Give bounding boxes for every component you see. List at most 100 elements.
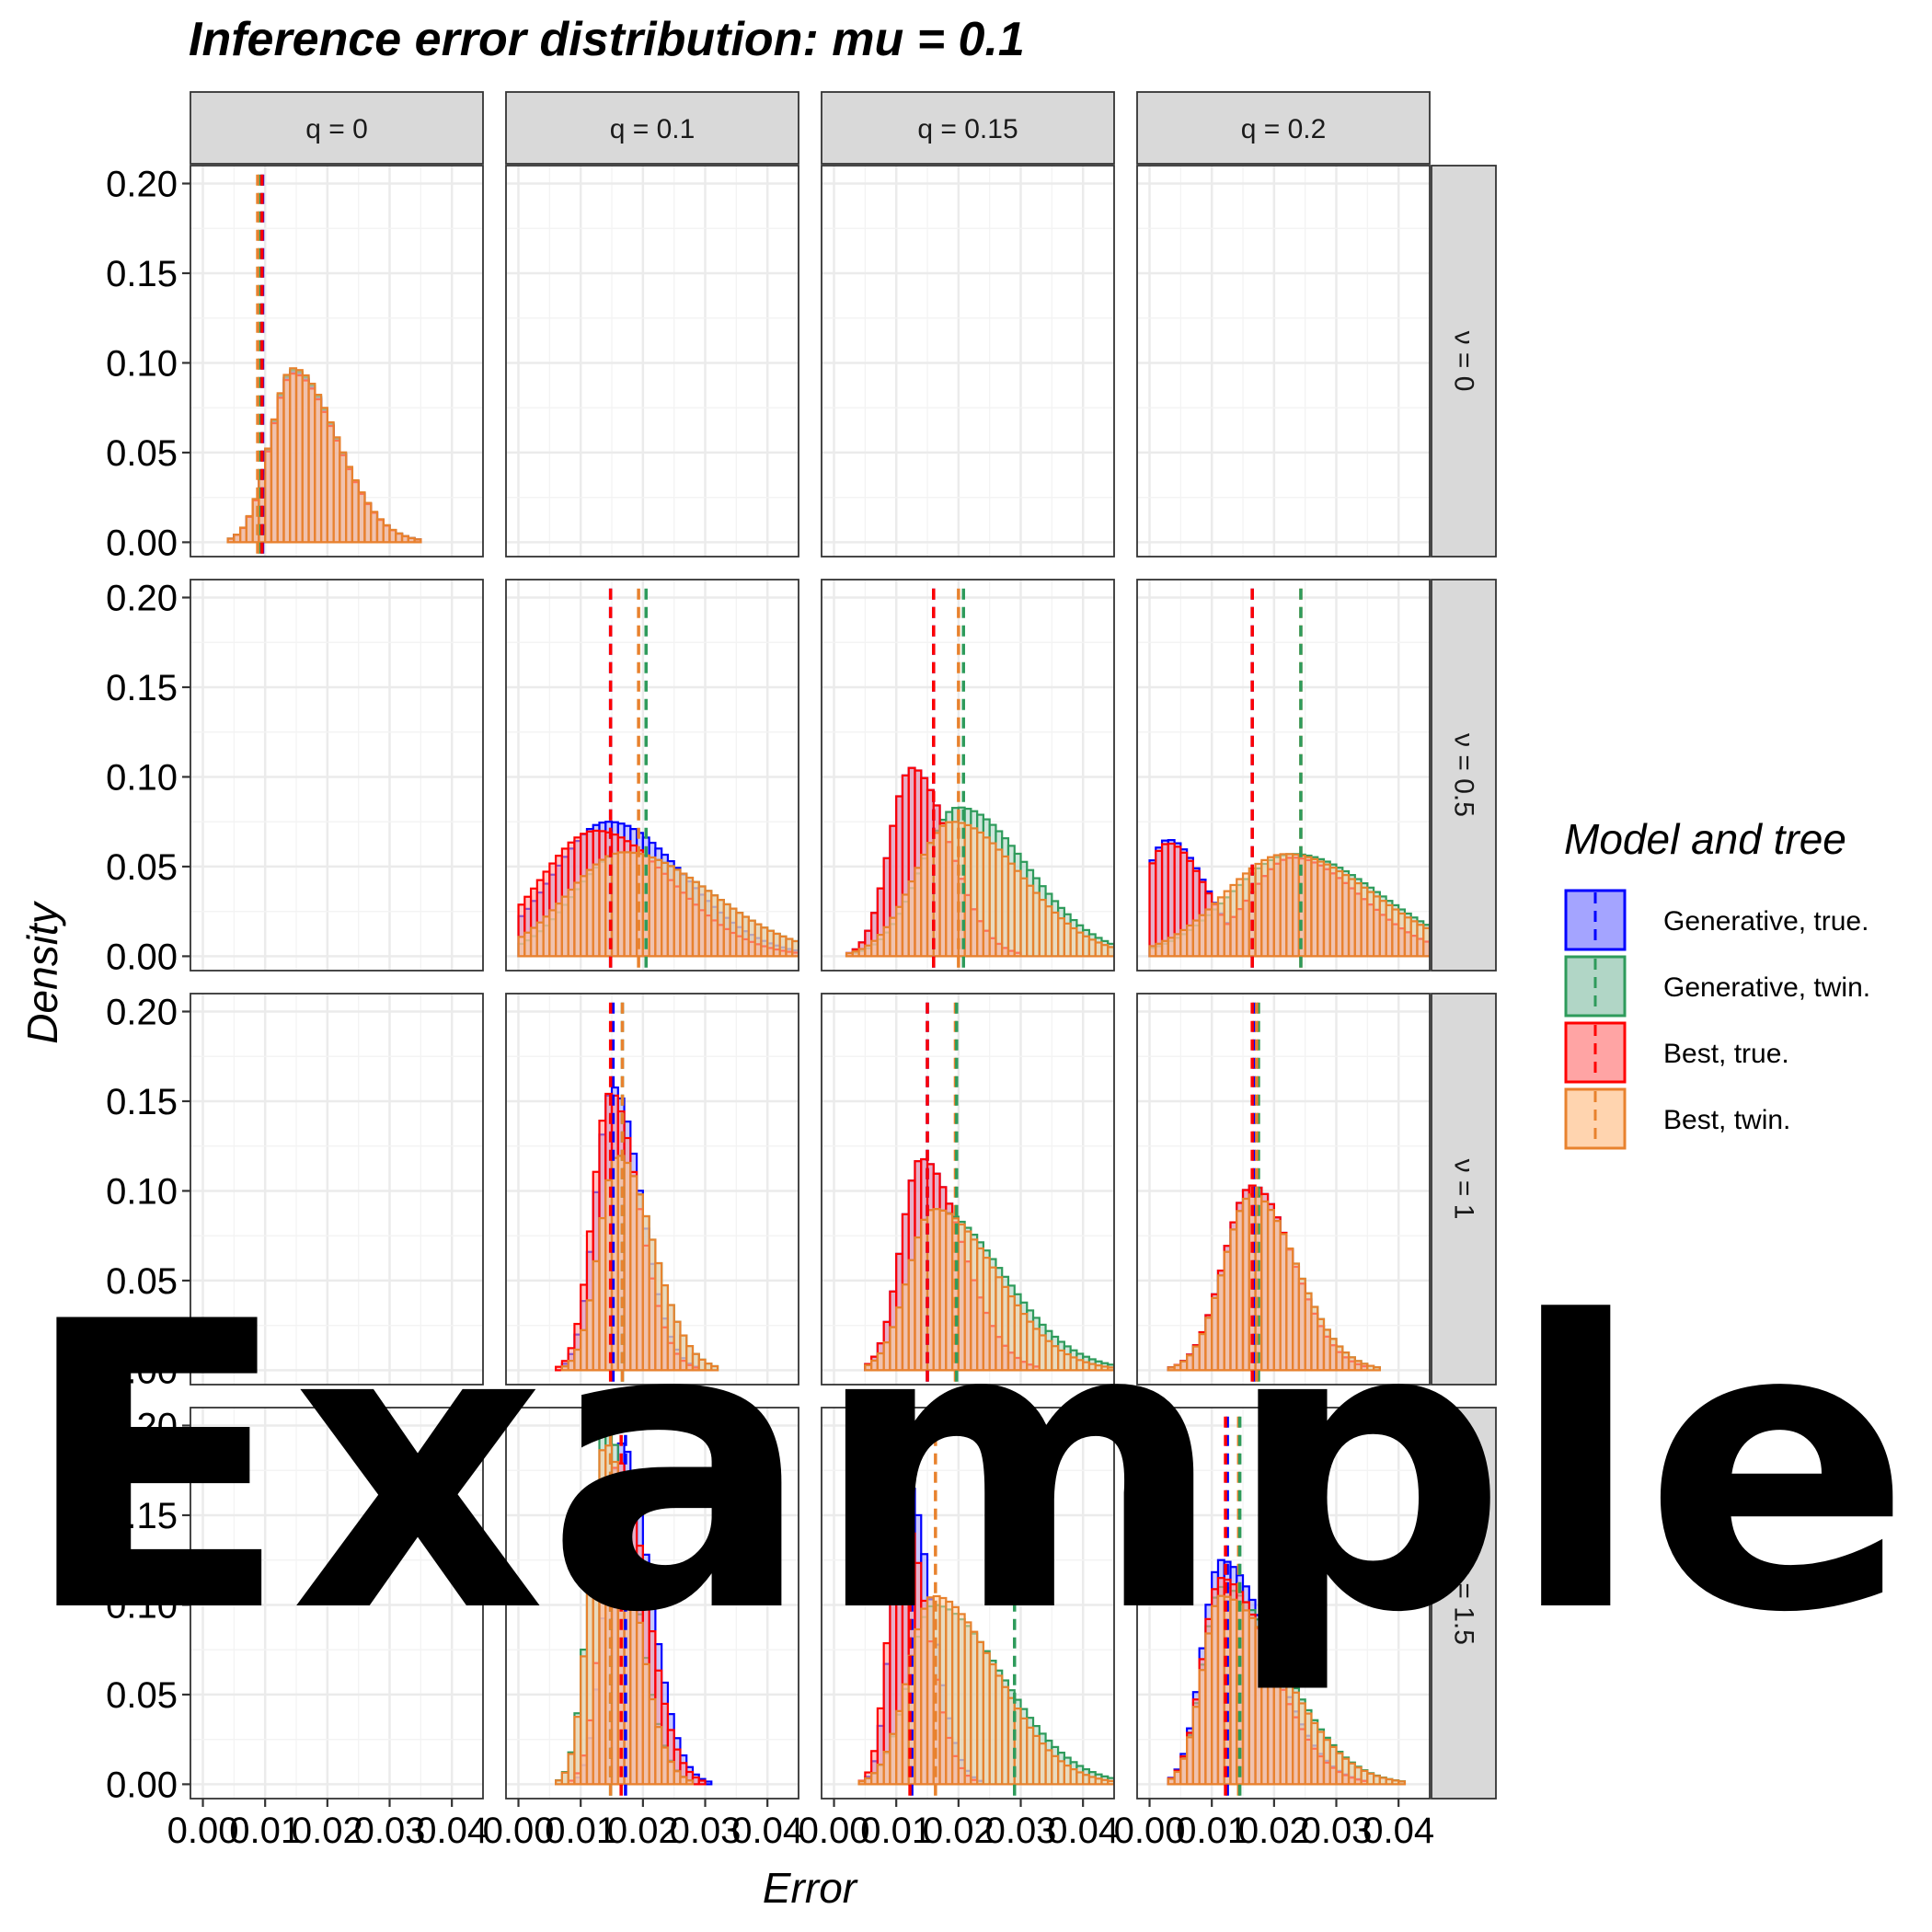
row-strip-0: ν = 0: [1431, 165, 1497, 558]
x-tick-label: 0.04: [1047, 1811, 1119, 1851]
y-tick-label: 0.05: [106, 1675, 178, 1716]
panel-r0-c0: [190, 165, 484, 558]
x-tick-label: 0.00: [483, 1811, 555, 1851]
x-tick-label: 0.01: [545, 1811, 616, 1851]
legend: Model and tree Generative, true. Generativ…: [1564, 815, 1870, 1150]
legend-item: Generative, twin.: [1564, 955, 1870, 1018]
x-tick-label: 0.01: [860, 1811, 932, 1851]
row-strip-3: ν = 1.5: [1431, 1407, 1497, 1800]
histograms: [555, 1002, 719, 1385]
panel-border: [505, 579, 799, 972]
x-tick-label: 0.02: [923, 1811, 995, 1851]
histogram-bar: [697, 1779, 707, 1786]
row-strip-2: ν = 1: [1431, 993, 1497, 1386]
panel-border: [190, 579, 484, 972]
x-tick-label: 0.03: [985, 1811, 1057, 1851]
panel-background: [506, 166, 799, 557]
panel-background: [1137, 166, 1430, 557]
panel-border: [505, 993, 799, 1386]
strip-background: [1431, 579, 1497, 972]
x-tick-label: 0.00: [167, 1811, 239, 1851]
row-strip-label: ν = 1: [1449, 1159, 1479, 1220]
strip-background: [1431, 993, 1497, 1386]
y-tick-label: 0.00: [106, 937, 178, 977]
axes: 0.00 0.05 0.10 0.15 0.20 0.00 0.05 0.10 0.15 0.20…: [106, 164, 1434, 1851]
panel-border: [821, 1407, 1115, 1800]
panel-border: [1136, 165, 1431, 558]
panel-border: [505, 165, 799, 558]
panel-background: [822, 166, 1114, 557]
y-tick-label: 0.05: [106, 847, 178, 888]
strip-background: [190, 91, 484, 165]
histogram-series: [857, 1594, 1114, 1786]
col-strip-label: q = 0.2: [1241, 114, 1327, 144]
x-tick-label: 0.03: [1301, 1811, 1373, 1851]
panel-r1-c0: [190, 579, 484, 972]
x-tick-label: 0.02: [292, 1811, 363, 1851]
col-strip-2: q = 0.15: [821, 91, 1115, 165]
y-tick-label: 0.15: [106, 254, 178, 294]
col-strip-label: q = 0: [305, 114, 368, 144]
panel-border: [821, 993, 1115, 1386]
x-tick-label: 0.04: [1363, 1811, 1434, 1851]
row-strip-label: ν = 0: [1449, 331, 1479, 392]
histogram-bar: [685, 1779, 695, 1786]
histogram-bar: [1107, 946, 1114, 958]
histogram-series: [1148, 853, 1430, 958]
x-tick-label: 0.04: [416, 1811, 488, 1851]
chart-title: Inference error distribution: mu = 0.1: [189, 13, 1025, 66]
panel-border: [505, 1407, 799, 1800]
y-tick-label: 0.00: [106, 1351, 178, 1391]
histogram-bar: [1422, 926, 1430, 958]
histogram-bar: [1107, 1779, 1114, 1786]
y-tick-label: 0.10: [106, 1585, 178, 1626]
panel-border: [190, 1407, 484, 1800]
histograms: [1148, 588, 1430, 971]
panel-r2-c0: [190, 993, 484, 1386]
panel-grid: [190, 165, 1431, 1800]
y-tick-label: 0.05: [106, 1261, 178, 1302]
histogram-bar: [1373, 1366, 1381, 1372]
x-tick-label: 0.00: [799, 1811, 870, 1851]
x-tick-label: 0.01: [229, 1811, 301, 1851]
histogram-bar: [791, 939, 799, 958]
legend-title: Model and tree: [1564, 815, 1846, 863]
panel-border: [821, 579, 1115, 972]
strip-background: [1431, 165, 1497, 558]
panel-r1-c2: [821, 579, 1115, 972]
row-strip-label: ν = 0.5: [1449, 733, 1479, 817]
panel-border: [190, 165, 484, 558]
histograms: [845, 588, 1114, 971]
y-tick-label: 0.10: [106, 1171, 178, 1212]
y-axis-title: Density: [18, 900, 66, 1043]
y-tick-label: 0.15: [106, 1082, 178, 1122]
panel-border: [1136, 993, 1431, 1386]
histograms: [857, 1416, 1114, 1799]
histogram-bar: [413, 538, 422, 544]
panel-background: [190, 1408, 483, 1799]
x-tick-label: 0.00: [1114, 1811, 1186, 1851]
col-strip-label: q = 0.1: [610, 114, 696, 144]
legend-label: Generative, true.: [1663, 906, 1869, 937]
panel-background: [190, 994, 483, 1385]
panel-r0-c3: [1136, 165, 1431, 558]
x-tick-label: 0.03: [670, 1811, 742, 1851]
panel-border: [1136, 579, 1431, 972]
strip-background: [821, 91, 1115, 165]
x-tick-label: 0.01: [1176, 1811, 1248, 1851]
histogram-bar: [710, 1364, 719, 1372]
x-tick-label: 0.03: [354, 1811, 426, 1851]
histogram-bar: [1397, 1780, 1407, 1786]
strip-background: [1136, 91, 1431, 165]
y-tick-label: 0.10: [106, 757, 178, 798]
panel-r3-c0: [190, 1407, 484, 1800]
col-strip-label: q = 0.15: [917, 114, 1018, 144]
y-tick-label: 0.00: [106, 1765, 178, 1805]
x-tick-label: 0.04: [731, 1811, 803, 1851]
y-tick-label: 0.10: [106, 343, 178, 384]
y-tick-label: 0.00: [106, 523, 178, 563]
strip-background: [505, 91, 799, 165]
panel-r3-c3: [1136, 1407, 1431, 1800]
col-strip-3: q = 0.2: [1136, 91, 1431, 165]
